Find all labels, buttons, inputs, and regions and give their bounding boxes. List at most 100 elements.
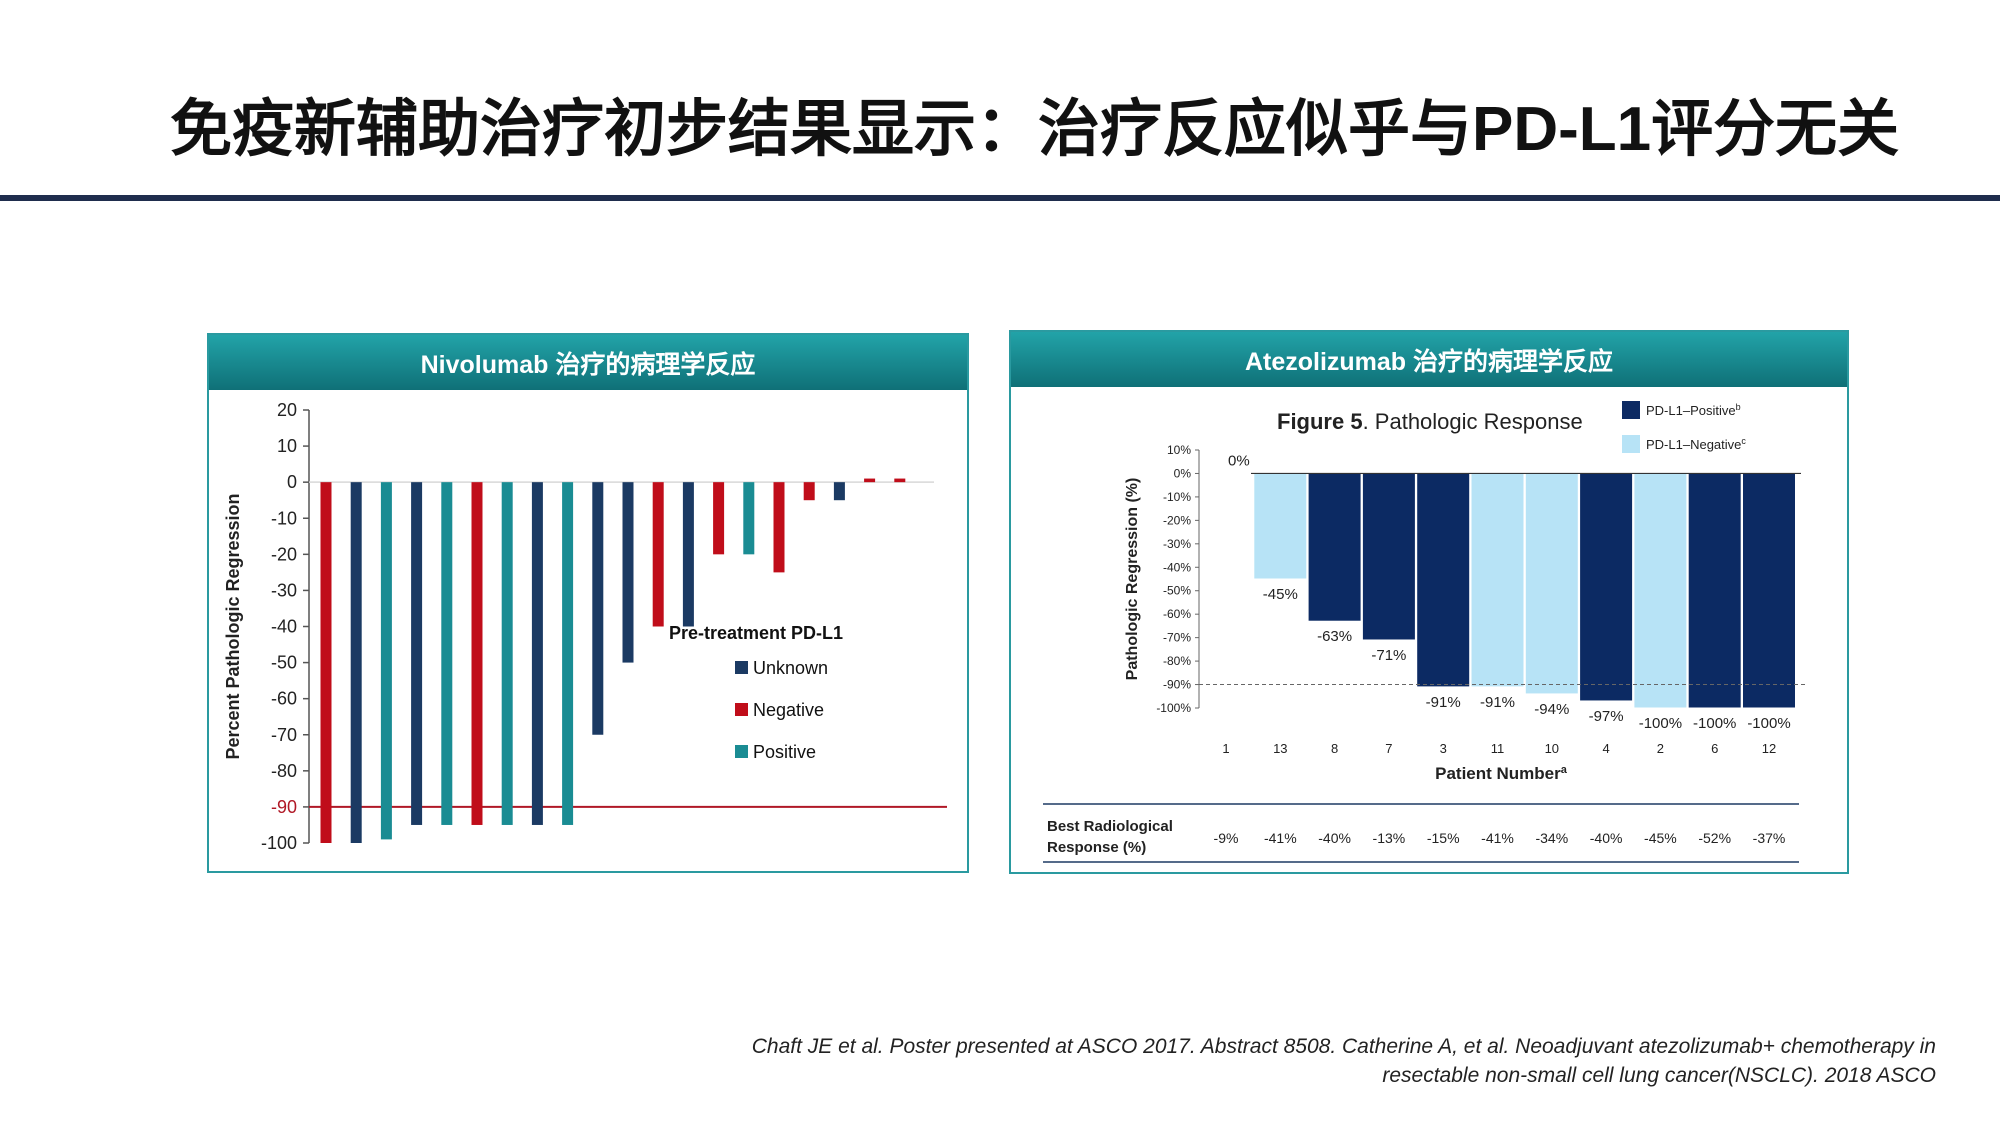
legend-title: Pre-treatment PD-L1 [669,623,843,643]
y-tick-label: -50 [271,653,297,673]
title-divider [0,195,2000,201]
bar [622,482,634,663]
radiological-response-value: -37% [1753,830,1786,846]
y-tick-label: -20 [271,544,297,564]
radiological-response-value: -9% [1214,830,1239,846]
legend-swatch-positive [1622,401,1640,419]
data-label: -100% [1639,715,1682,732]
y-tick-label: -100% [1156,701,1191,715]
radiological-response-value: -41% [1264,830,1297,846]
bar [350,482,362,843]
radiological-response-value: -40% [1318,830,1351,846]
bar [1524,472,1579,695]
y-tick-label: -40% [1163,560,1191,574]
data-label: -100% [1747,715,1790,732]
atezolizumab-chart: Figure 5. Pathologic Response PD-L1–Posit… [1043,401,1806,863]
y-tick-label: -80% [1163,654,1191,668]
y-tick-label: -10 [271,508,297,528]
bar [441,482,453,825]
bar [773,482,785,573]
radiological-response-value: -41% [1481,830,1514,846]
x-tick-label: 3 [1440,741,1447,756]
x-tick-label: 7 [1385,741,1392,756]
bar [531,482,543,825]
legend-swatch-negative [735,703,748,716]
data-label: -63% [1317,628,1352,645]
y-tick-label: -70% [1163,631,1191,645]
x-tick-label: 2 [1657,741,1664,756]
figure-title: Figure 5. Pathologic Response [1277,409,1583,434]
citation-line-2: resectable non-small cell lung cancer(NS… [1382,1064,1936,1087]
y-tick-label: 10% [1167,443,1191,457]
nivolumab-panel: Nivolumab 治疗的病理学反应 20 10 0 -10 -20 -30 -40 -50 -… [207,333,969,873]
y-tick-label: -60 [271,689,297,709]
bar [864,478,876,483]
nivolumab-chart: 20 10 0 -10 -20 -30 -40 -50 -60 -70 -80 -90 -100 Perc… [223,400,947,853]
x-tick-label: 1 [1222,741,1229,756]
legend-swatch-positive [735,745,748,758]
bar [682,482,694,627]
slide-title: 免疫新辅助治疗初步结果显示：治疗反应似乎与PD-L1评分无关 [170,95,1900,164]
y-tick-label: 20 [277,400,297,420]
x-tick-label: 6 [1711,741,1718,756]
y-tick-label: -10% [1163,490,1191,504]
bar [1633,472,1688,709]
legend-label-unknown: Unknown [753,658,828,678]
bar [803,482,815,501]
y-tick-label: -30 [271,580,297,600]
bar [713,482,725,555]
atezolizumab-panel: Atezolizumab 治疗的病理学反应 Figure 5. Patholog… [1009,330,1849,874]
y-tick-label: -50% [1163,584,1191,598]
citation: Chaft JE et al. Poster presented at ASCO… [536,1032,1936,1090]
bar [1742,472,1796,709]
y-tick-label: -80 [271,761,297,781]
data-label: -91% [1480,694,1515,711]
radiological-response-value: -45% [1644,830,1677,846]
bar [562,482,574,825]
legend-swatch-negative [1622,435,1640,453]
y-tick-label: -90 [271,797,297,817]
x-tick-label: 4 [1602,741,1609,756]
y-tick-label: -20% [1163,513,1191,527]
table-label-line-1: Best Radiological [1047,818,1173,835]
bar [592,482,604,735]
x-axis-label: Patient Numbera [1435,764,1568,783]
bar [743,482,755,555]
radiological-response-value: -15% [1427,830,1460,846]
y-tick-label: -30% [1163,537,1191,551]
radiological-response-value: -40% [1590,830,1623,846]
legend-swatch-unknown [735,661,748,674]
bar [471,482,483,825]
data-label: -100% [1693,715,1736,732]
atezolizumab-panel-header: Atezolizumab 治疗的病理学反应 [1011,332,1847,387]
bar [1687,472,1742,709]
radiological-response-value: -52% [1698,830,1731,846]
bar [1416,472,1471,688]
bar [652,482,664,627]
y-axis-label: Percent Pathologic Regression [223,493,243,759]
x-tick-label: 10 [1545,741,1559,756]
bar [833,482,845,501]
nivolumab-panel-header: Nivolumab 治疗的病理学反应 [209,335,967,390]
x-tick-label: 11 [1491,741,1505,756]
data-label: 0% [1228,452,1250,469]
y-tick-label: -100 [261,833,297,853]
bar [411,482,423,825]
bar [1253,472,1308,580]
x-tick-label: 12 [1762,741,1776,756]
y-tick-label: -70 [271,725,297,745]
bar [894,478,906,483]
bar [380,482,392,840]
y-tick-label: 0% [1174,466,1192,480]
data-label: -97% [1589,708,1624,725]
radiological-response-value: -13% [1373,830,1406,846]
data-label: -45% [1263,586,1298,603]
legend-label-positive: Positive [753,742,816,762]
legend-label-negative: PD-L1–Negativec [1646,436,1746,452]
data-label: -71% [1371,647,1406,664]
data-label: -91% [1426,694,1461,711]
bar [501,482,513,825]
bar [1361,472,1416,641]
y-tick-label: 10 [277,436,297,456]
bar [1579,472,1634,702]
